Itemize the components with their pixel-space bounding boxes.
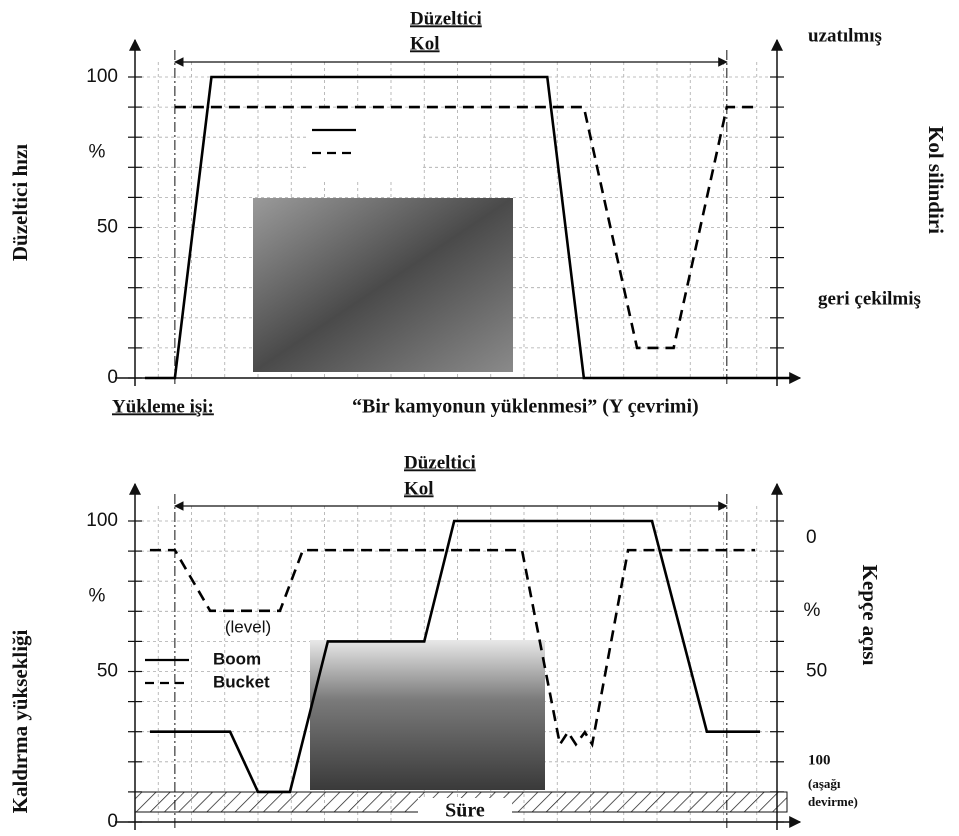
x-axis-label: Süre bbox=[445, 800, 485, 822]
annotation: (level) bbox=[225, 617, 271, 636]
y2-tick-label: 100 bbox=[808, 752, 831, 768]
y2-bottom-label: geri çekilmiş bbox=[818, 288, 921, 309]
y-tick-label: 50 bbox=[97, 217, 118, 238]
span-label: Kol bbox=[404, 478, 434, 499]
span-label: Düzeltici bbox=[410, 8, 482, 29]
footer-text: “Bir kamyonun yüklenmesi” (Y çevrimi) bbox=[352, 396, 699, 418]
legend-label: Boom bbox=[213, 649, 261, 668]
y-unit: % bbox=[89, 141, 106, 162]
y-tick-label: 50 bbox=[97, 661, 118, 682]
y-tick-label: 0 bbox=[107, 811, 118, 832]
y2-tick-label: 0 bbox=[806, 527, 817, 548]
span-label: Kol bbox=[410, 33, 440, 54]
y2-tick-label: 50 bbox=[806, 661, 827, 682]
y2-top-label: uzatılmış bbox=[808, 25, 882, 46]
y-tick-label: 100 bbox=[86, 66, 118, 87]
y-axis-label: Düzeltici hızı bbox=[8, 144, 32, 261]
y-axis-label: Kaldırma yüksekliği bbox=[8, 629, 32, 813]
photo bbox=[253, 198, 513, 372]
span-label: Düzeltici bbox=[404, 452, 476, 473]
y-unit: % bbox=[89, 585, 106, 606]
footer-label: Yükleme işi: bbox=[112, 396, 214, 417]
y-tick-label: 100 bbox=[86, 510, 118, 531]
y2-axis-label: Kol silindiri bbox=[924, 126, 948, 234]
y2-axis-label: Kepçe açısı bbox=[858, 565, 882, 666]
y-tick-label: 0 bbox=[107, 367, 118, 388]
photo bbox=[310, 640, 545, 790]
figure: 0 50 100% Düzeltici hızı Kol silindiri uzatıl… bbox=[0, 0, 959, 836]
legend-label: Bucket bbox=[213, 672, 270, 691]
y2-unit: % bbox=[804, 600, 821, 621]
legend-box bbox=[308, 110, 423, 180]
